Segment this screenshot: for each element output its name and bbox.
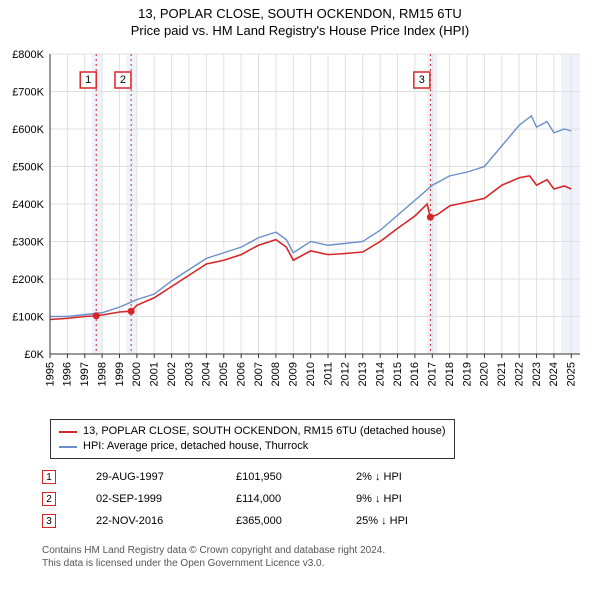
event-marker: 3: [42, 514, 56, 528]
event-date: 02-SEP-1999: [96, 493, 196, 505]
event-date: 29-AUG-1997: [96, 471, 196, 483]
event-price: £365,000: [236, 515, 316, 527]
chart-title: 13, POPLAR CLOSE, SOUTH OCKENDON, RM15 6…: [0, 6, 600, 21]
event-date: 22-NOV-2016: [96, 515, 196, 527]
event-marker: 1: [42, 470, 56, 484]
svg-text:2025: 2025: [566, 362, 578, 386]
svg-text:2014: 2014: [374, 362, 386, 386]
chart-svg: £0K £100K £200K £300K £400K £500K £600K £700K £8…: [0, 44, 600, 414]
legend-item: 13, POPLAR CLOSE, SOUTH OCKENDON, RM15 6…: [59, 424, 446, 439]
event-row: 2 02-SEP-1999 £114,000 9% ↓ HPI: [42, 488, 456, 510]
svg-text:2012: 2012: [340, 362, 352, 386]
legend-label: 13, POPLAR CLOSE, SOUTH OCKENDON, RM15 6…: [83, 424, 446, 439]
svg-text:£800K: £800K: [12, 49, 44, 61]
svg-text:2005: 2005: [218, 362, 230, 386]
svg-text:2001: 2001: [149, 362, 161, 386]
svg-text:1996: 1996: [62, 362, 74, 386]
legend-swatch: [59, 431, 77, 433]
svg-text:1998: 1998: [96, 362, 108, 386]
svg-text:2013: 2013: [357, 362, 369, 386]
event-price: £114,000: [236, 493, 316, 505]
svg-text:2003: 2003: [183, 362, 195, 386]
svg-text:2024: 2024: [548, 362, 560, 386]
svg-text:2002: 2002: [166, 362, 178, 386]
svg-text:2: 2: [120, 74, 126, 86]
svg-text:2004: 2004: [201, 362, 213, 386]
events-table: 1 29-AUG-1997 £101,950 2% ↓ HPI 2 02-SEP-1999…: [42, 466, 456, 532]
svg-text:2017: 2017: [427, 362, 439, 386]
footer-line1: Contains HM Land Registry data © Crown c…: [42, 544, 385, 557]
event-row: 1 29-AUG-1997 £101,950 2% ↓ HPI: [42, 466, 456, 488]
svg-text:1995: 1995: [44, 362, 56, 386]
svg-text:2022: 2022: [513, 362, 525, 386]
event-row: 3 22-NOV-2016 £365,000 25% ↓ HPI: [42, 510, 456, 532]
legend-item: HPI: Average price, detached house, Thur…: [59, 439, 446, 454]
svg-text:2019: 2019: [461, 362, 473, 386]
legend: 13, POPLAR CLOSE, SOUTH OCKENDON, RM15 6…: [50, 419, 455, 459]
svg-text:£300K: £300K: [12, 237, 44, 249]
svg-text:2018: 2018: [444, 362, 456, 386]
svg-text:2015: 2015: [392, 362, 404, 386]
svg-text:2010: 2010: [305, 362, 317, 386]
svg-text:£100K: £100K: [12, 312, 44, 324]
svg-text:£0K: £0K: [24, 349, 44, 361]
footer-text: Contains HM Land Registry data © Crown c…: [42, 544, 385, 570]
svg-text:2020: 2020: [479, 362, 491, 386]
chart-area: £0K £100K £200K £300K £400K £500K £600K £700K £8…: [0, 44, 600, 414]
svg-text:2023: 2023: [531, 362, 543, 386]
svg-text:1: 1: [85, 74, 91, 86]
svg-text:£600K: £600K: [12, 124, 44, 136]
svg-text:2006: 2006: [235, 362, 247, 386]
svg-text:£200K: £200K: [12, 274, 44, 286]
svg-text:2016: 2016: [409, 362, 421, 386]
svg-text:£700K: £700K: [12, 87, 44, 99]
svg-text:2021: 2021: [496, 362, 508, 386]
footer-line2: This data is licensed under the Open Gov…: [42, 557, 385, 570]
event-marker: 2: [42, 492, 56, 506]
event-delta: 2% ↓ HPI: [356, 471, 456, 483]
svg-text:3: 3: [419, 74, 425, 86]
chart-subtitle: Price paid vs. HM Land Registry's House …: [0, 23, 600, 38]
title-block: 13, POPLAR CLOSE, SOUTH OCKENDON, RM15 6…: [0, 0, 600, 40]
legend-swatch: [59, 446, 77, 448]
event-delta: 25% ↓ HPI: [356, 515, 456, 527]
svg-text:1999: 1999: [114, 362, 126, 386]
chart-container: 13, POPLAR CLOSE, SOUTH OCKENDON, RM15 6…: [0, 0, 600, 590]
svg-text:£500K: £500K: [12, 162, 44, 174]
legend-label: HPI: Average price, detached house, Thur…: [83, 439, 308, 454]
svg-text:2011: 2011: [322, 362, 334, 386]
svg-text:2008: 2008: [270, 362, 282, 386]
svg-text:2000: 2000: [131, 362, 143, 386]
event-delta: 9% ↓ HPI: [356, 493, 456, 505]
svg-text:1997: 1997: [79, 362, 91, 386]
event-price: £101,950: [236, 471, 316, 483]
svg-text:£400K: £400K: [12, 199, 44, 211]
svg-text:2007: 2007: [253, 362, 265, 386]
svg-text:2009: 2009: [288, 362, 300, 386]
